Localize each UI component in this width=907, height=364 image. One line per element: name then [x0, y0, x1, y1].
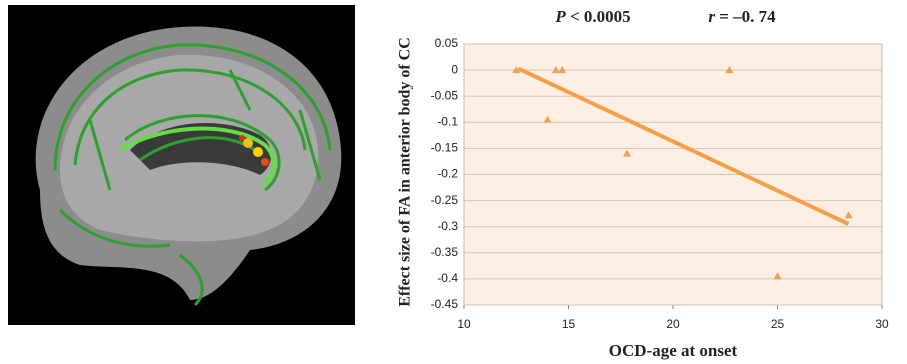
annotation-text: < 0.0005: [566, 7, 631, 26]
y-axis-label: Effect size of FA in anterior body of CC: [397, 37, 414, 307]
y-tick-label: -0.15: [431, 141, 459, 155]
x-tick-label: 10: [457, 317, 471, 331]
y-tick-label: -0.05: [431, 88, 459, 102]
y-tick-label: -0.2: [437, 167, 458, 181]
x-tick-label: 30: [875, 317, 889, 331]
y-tick-label: -0.3: [437, 219, 458, 233]
y-tick-label: -0.4: [437, 271, 458, 285]
x-axis-label: OCD-age at onset: [609, 341, 738, 360]
y-tick-label: -0.35: [431, 245, 459, 259]
page: 0.05 0 -0.05 -0.1 -0.15 -0.2 -0.25 -0.3 -0.35 -0.…: [0, 0, 907, 364]
figure: 0.05 0 -0.05 -0.1 -0.15 -0.2 -0.25 -0.3 -0.35 -0.…: [0, 0, 907, 364]
y-tick-label: 0.05: [435, 36, 459, 50]
annotation: r = –0. 74: [708, 7, 776, 26]
brain-image: [8, 5, 355, 325]
x-tick-label: 25: [771, 317, 785, 331]
annotation-symbol: P: [554, 7, 566, 26]
y-tick-label: -0.1: [437, 114, 458, 128]
y-tick-label: -0.25: [431, 193, 459, 207]
x-tick-label: 15: [562, 317, 576, 331]
x-tick-label: 20: [666, 317, 680, 331]
y-tick-label: -0.45: [431, 297, 459, 311]
annotation: P < 0.0005: [554, 7, 630, 26]
y-tick-label: 0: [451, 62, 458, 76]
annotation-text: = –0. 74: [715, 7, 776, 26]
